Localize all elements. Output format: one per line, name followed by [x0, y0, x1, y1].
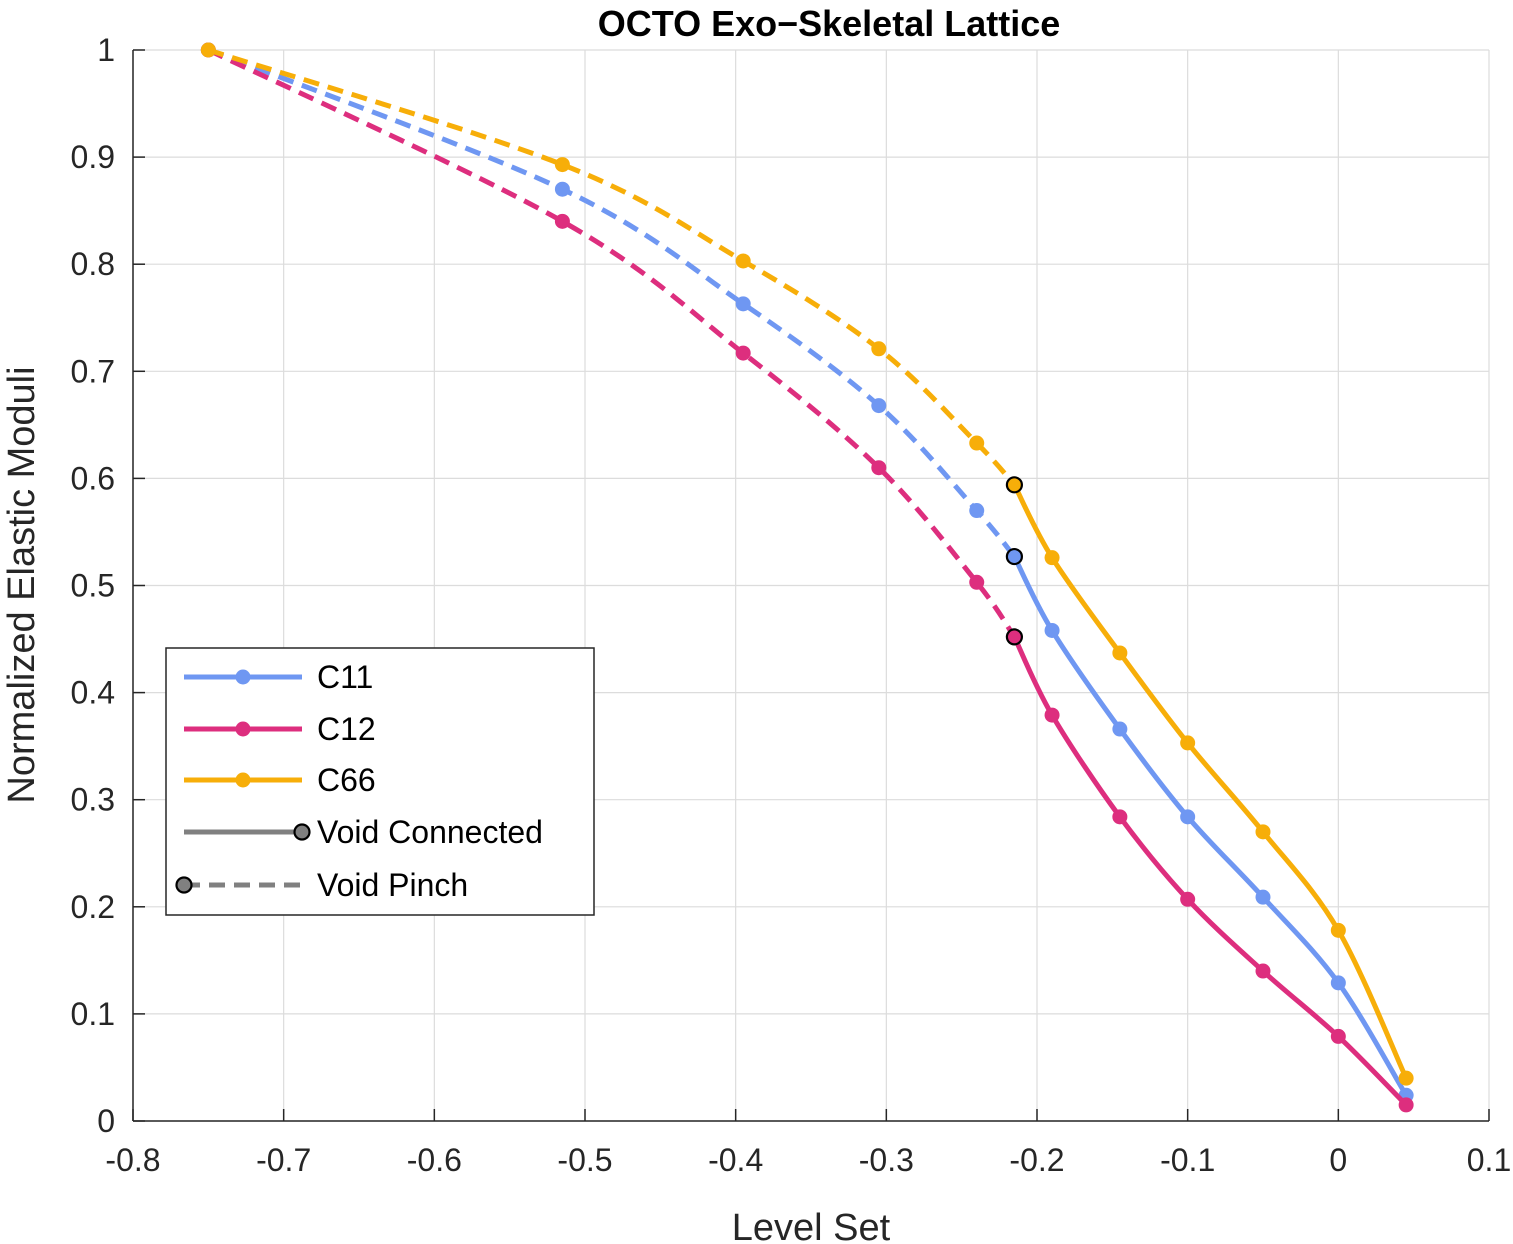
- data-point: [1112, 721, 1128, 737]
- legend-label: C11: [317, 659, 373, 695]
- y-tick-label: 0.8: [71, 246, 115, 282]
- legend-label: C66: [317, 762, 376, 798]
- data-point: [1255, 889, 1271, 905]
- data-point: [1044, 622, 1060, 638]
- transition-point: [1005, 628, 1024, 646]
- series-line-void-pinch: [207, 47, 1017, 639]
- data-point: [554, 213, 570, 229]
- y-tick-label: 0.1: [71, 996, 115, 1032]
- data-point: [554, 181, 570, 197]
- y-tick-label: 0.9: [71, 139, 115, 175]
- data-point: [1398, 1070, 1414, 1086]
- legend-swatch-marker: [175, 876, 193, 894]
- y-tick-label: 1: [97, 32, 115, 68]
- data-point: [1255, 963, 1271, 979]
- y-axis-title: Normalized Elastic Moduli: [1, 366, 43, 803]
- legend-swatch-marker: [235, 669, 251, 685]
- y-tick-label: 0.7: [71, 353, 115, 389]
- legend-swatch-marker: [235, 721, 251, 737]
- data-point: [1044, 550, 1060, 566]
- data-point: [1330, 922, 1346, 938]
- x-tick-label: -0.4: [708, 1142, 763, 1178]
- x-tick-label: -0.2: [1009, 1142, 1064, 1178]
- data-point: [1180, 809, 1196, 825]
- y-tick-label: 0.3: [71, 782, 115, 818]
- data-point: [871, 460, 887, 476]
- data-point: [1112, 645, 1128, 661]
- data-point: [871, 398, 887, 414]
- data-point: [200, 42, 216, 58]
- data-point: [554, 157, 570, 173]
- legend-label: Void Pinch: [317, 867, 468, 903]
- y-tick-label: 0.2: [71, 889, 115, 925]
- data-point: [735, 253, 751, 269]
- x-tick-label: -0.6: [407, 1142, 462, 1178]
- x-tick-label: -0.8: [105, 1142, 160, 1178]
- x-tick-label: -0.1: [1160, 1142, 1215, 1178]
- x-axis-title: Level Set: [732, 1207, 891, 1244]
- y-tick-label: 0.4: [71, 675, 115, 711]
- data-point: [1112, 809, 1128, 825]
- data-point: [1255, 824, 1271, 840]
- data-point: [1044, 707, 1060, 723]
- data-point: [1180, 891, 1196, 907]
- y-tick-label: 0.6: [71, 460, 115, 496]
- legend: C11 C12 C66 Void Connected Void Pinch: [165, 647, 595, 916]
- x-tick-label: 0.1: [1467, 1142, 1511, 1178]
- legend-label: C12: [317, 711, 376, 747]
- axes: -0.8 -0.7 -0.6 -0.5 -0.4 -0.3 -0.2 -0.1 0 0.1 0 0.1…: [71, 32, 1512, 1178]
- y-tick-label: 0.5: [71, 568, 115, 604]
- data-point: [1330, 1028, 1346, 1044]
- x-tick-label: -0.7: [256, 1142, 311, 1178]
- data-point: [969, 435, 985, 451]
- transition-point: [1005, 547, 1024, 566]
- x-tick-label: -0.3: [859, 1142, 914, 1178]
- data-point: [1180, 735, 1196, 751]
- transition-point: [1005, 476, 1024, 494]
- chart-title: OCTO Exo−Skeletal Lattice: [598, 3, 1061, 44]
- legend-swatch-marker: [293, 823, 311, 841]
- series-line-void-pinch: [207, 47, 1017, 559]
- x-tick-label: -0.5: [557, 1142, 612, 1178]
- y-tick-label: 0: [97, 1103, 115, 1139]
- data-point: [735, 345, 751, 361]
- data-point: [1330, 975, 1346, 991]
- legend-label: Void Connected: [317, 814, 543, 850]
- series-layer: [200, 42, 1414, 1113]
- data-point: [735, 296, 751, 312]
- x-tick-label: 0: [1329, 1142, 1347, 1178]
- legend-swatch-marker: [235, 772, 251, 788]
- data-point: [1398, 1097, 1414, 1113]
- data-point: [969, 503, 985, 519]
- data-point: [871, 341, 887, 357]
- data-point: [969, 574, 985, 590]
